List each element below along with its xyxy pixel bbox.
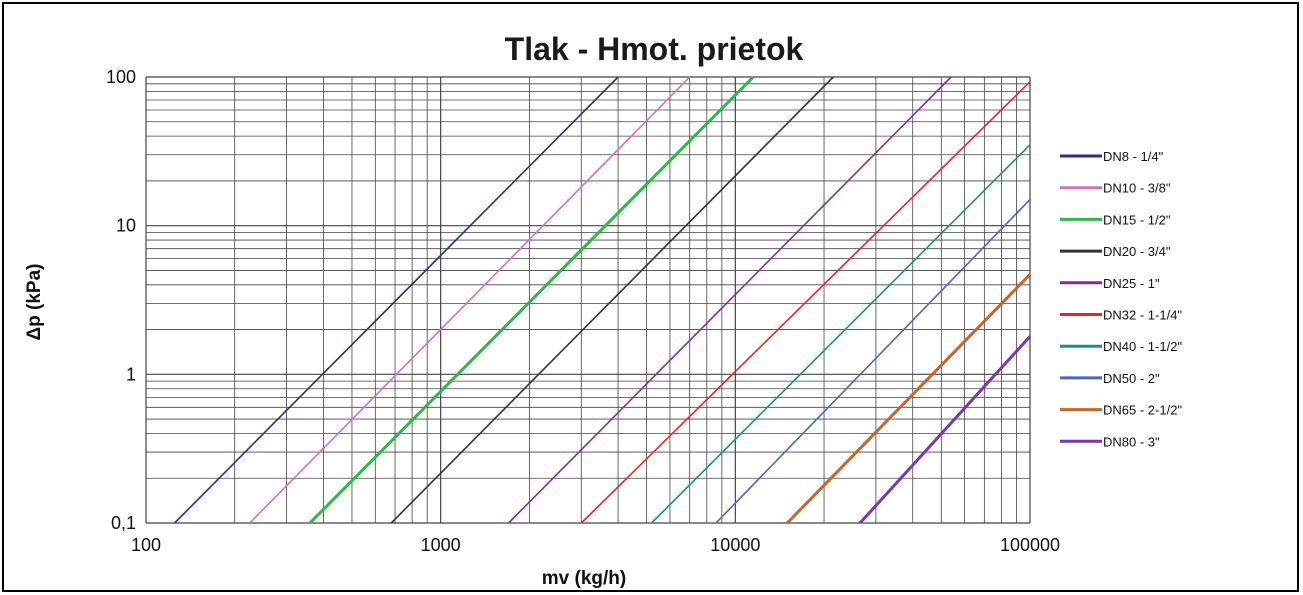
- series-line: [651, 144, 1031, 524]
- series-line: [580, 81, 1031, 524]
- y-tick-label: 0,1: [111, 513, 136, 533]
- y-tick-label: 10: [116, 216, 136, 236]
- legend: DN8 - 1/4" DN10 - 3/8" DN15 - 1/2" DN20 - 3…: [1060, 149, 1182, 449]
- legend-label: DN32 - 1-1/4": [1103, 308, 1182, 323]
- legend-label: DN10 - 3/8": [1103, 181, 1171, 196]
- series-lines: [174, 75, 1032, 525]
- legend-label: DN25 - 1": [1103, 276, 1160, 291]
- chart-title: Tlak - Hmot. prietok: [505, 31, 804, 67]
- legend-label: DN8 - 1/4": [1103, 149, 1164, 164]
- x-tick-label: 100000: [1000, 535, 1060, 555]
- x-tick-label: 10000: [710, 535, 760, 555]
- series-line: [390, 76, 834, 524]
- legend-label: DN50 - 2": [1103, 371, 1160, 386]
- series-line: [174, 76, 619, 524]
- legend-label: DN80 - 3": [1103, 434, 1160, 449]
- grid: [145, 76, 1031, 524]
- series-line: [858, 335, 1032, 525]
- series-line: [508, 76, 952, 524]
- x-tick-label: 100: [131, 535, 161, 555]
- series-line: [308, 75, 755, 525]
- legend-label: DN40 - 1-1/2": [1103, 339, 1182, 354]
- series-line: [715, 198, 1031, 524]
- legend-label: DN65 - 2-1/2": [1103, 403, 1182, 418]
- x-tick-label: 1000: [421, 535, 461, 555]
- x-axis-title: mv (kg/h): [542, 568, 626, 589]
- chart-svg: Tlak - Hmot. prietok mv (kg/h) Δp (kPa) …: [24, 31, 1182, 589]
- legend-label: DN15 - 1/2": [1103, 212, 1171, 227]
- y-tick-label: 100: [106, 67, 136, 87]
- legend-label: DN20 - 3/4": [1103, 244, 1171, 259]
- series-line: [249, 76, 691, 524]
- tick-labels: 100 1000 10000 100000 0,1 1 10 100: [106, 67, 1060, 555]
- y-tick-label: 1: [126, 364, 136, 384]
- series-line: [786, 273, 1032, 525]
- y-axis-title: Δp (kPa): [24, 263, 45, 340]
